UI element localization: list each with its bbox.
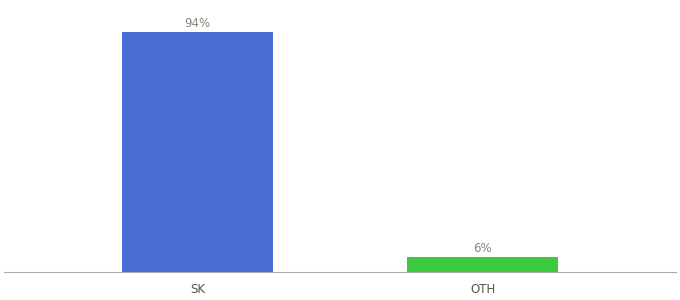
Bar — [407, 257, 558, 272]
Bar — [122, 32, 273, 272]
Text: 94%: 94% — [184, 17, 210, 30]
Text: 6%: 6% — [473, 242, 492, 254]
